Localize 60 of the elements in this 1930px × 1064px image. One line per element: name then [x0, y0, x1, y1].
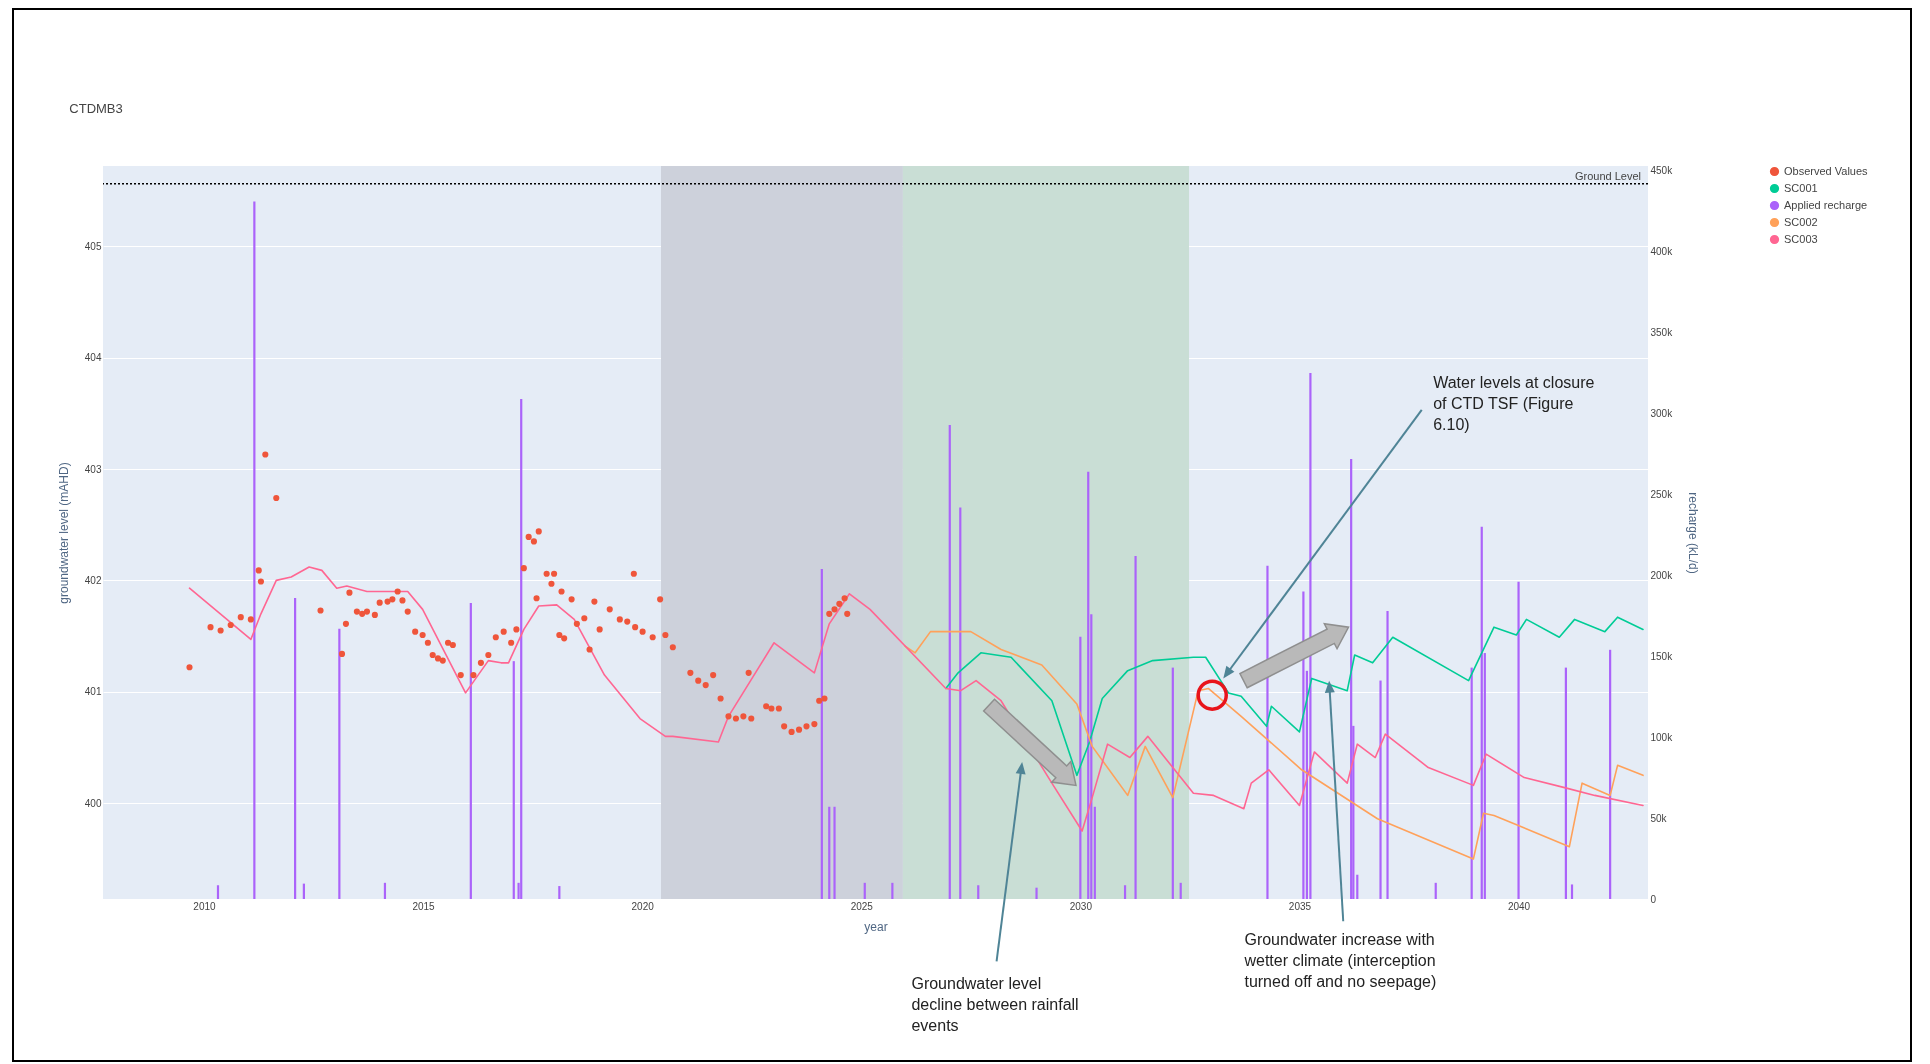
bar: [1517, 581, 1520, 899]
legend-label: SC003: [1784, 232, 1818, 245]
x-tick-label: 2010: [193, 900, 217, 912]
legend-label: SC002: [1784, 215, 1818, 228]
y-tick-label: 400: [84, 797, 102, 809]
bar: [1386, 610, 1389, 899]
x-tick-label: 2025: [850, 900, 874, 912]
text: Groundwater level decline between rainfall events: [911, 973, 1080, 1036]
bar: [828, 806, 831, 899]
bar: [1379, 680, 1382, 899]
y2-tick-label: 400k: [1650, 246, 1674, 258]
bar: [1093, 806, 1096, 899]
y-tick-label: 403: [84, 463, 102, 475]
bar: [512, 661, 515, 899]
bar: [1134, 555, 1137, 899]
bar: [253, 201, 256, 899]
annotation: Water levels at closure of CTD TSF (Figure 6.10): [1433, 373, 1596, 436]
y2-tick-label: 300k: [1650, 408, 1674, 420]
bar: [1356, 874, 1359, 899]
annotation: Groundwater increase with wetter climate (interception turned off and no seepage): [1244, 930, 1438, 993]
bar: [1035, 887, 1038, 899]
y2-tick-label: 100k: [1650, 731, 1674, 743]
x-tick-label: 2040: [1507, 900, 1531, 912]
y-tick-label: 405: [84, 240, 102, 252]
bar: [1570, 884, 1574, 899]
y-tick-label: 404: [84, 352, 102, 364]
bar: [1123, 885, 1127, 899]
bar: [959, 507, 962, 899]
line-series: [904, 630, 1644, 860]
y2-tick-label: 350k: [1650, 327, 1674, 339]
bar: [558, 886, 561, 899]
x-tick-label: 2020: [631, 900, 655, 912]
y2-tick-label: 0: [1650, 893, 1657, 905]
bar: [1309, 373, 1312, 899]
y2-tick-label: 250k: [1650, 488, 1674, 500]
y2-axis-title: recharge (kL/d): [1686, 492, 1701, 574]
x-tick-label: 2030: [1069, 900, 1093, 912]
y-axis-title: groundwater level (mAHD): [56, 462, 71, 604]
bar: [294, 598, 297, 899]
y2-tick-label: 450k: [1650, 165, 1674, 177]
x-tick-label: 2035: [1288, 900, 1312, 912]
bar: [216, 885, 220, 899]
legend-label: Applied recharge: [1784, 198, 1868, 211]
line-series: [188, 566, 1644, 832]
x-axis-title: year: [864, 919, 888, 934]
y-tick-label: 402: [84, 574, 102, 586]
y-tick-label: 401: [84, 686, 102, 698]
line-series: [945, 616, 1644, 777]
bar: [977, 885, 980, 899]
bar: [833, 806, 836, 899]
legend-label: SC001: [1784, 181, 1818, 194]
y2-tick-label: 50k: [1650, 812, 1668, 824]
y2-tick-label: 150k: [1650, 650, 1674, 662]
x-tick-label: 2015: [412, 900, 436, 912]
bar: [1266, 565, 1269, 899]
bar: [948, 424, 951, 899]
chart-title: CTDMB3: [69, 100, 123, 116]
ref-line-label: Ground Level: [1574, 169, 1641, 182]
legend-label: Observed Values: [1784, 164, 1869, 177]
y2-tick-label: 200k: [1650, 569, 1674, 581]
